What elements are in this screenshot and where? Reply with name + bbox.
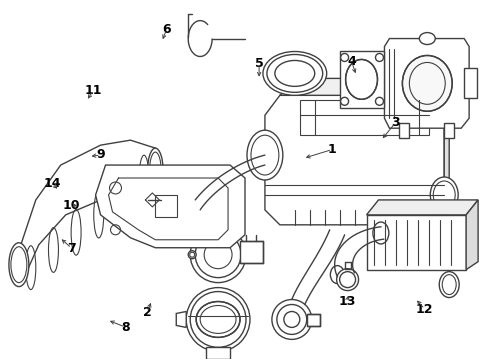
Text: 7: 7: [67, 242, 76, 255]
Text: 10: 10: [62, 199, 80, 212]
Bar: [155, 195, 177, 217]
Text: 6: 6: [162, 23, 170, 36]
Polygon shape: [206, 347, 229, 359]
Polygon shape: [240, 241, 263, 263]
Text: 13: 13: [337, 296, 355, 309]
Ellipse shape: [263, 51, 326, 95]
Polygon shape: [306, 315, 319, 327]
Text: 14: 14: [43, 177, 61, 190]
Polygon shape: [428, 95, 448, 225]
Polygon shape: [176, 311, 186, 328]
Circle shape: [340, 54, 348, 62]
Circle shape: [188, 251, 196, 259]
Polygon shape: [465, 200, 477, 270]
Circle shape: [336, 269, 358, 291]
Circle shape: [375, 54, 383, 62]
Polygon shape: [384, 39, 468, 128]
Polygon shape: [463, 68, 476, 98]
Ellipse shape: [330, 266, 344, 284]
Polygon shape: [366, 215, 465, 270]
Text: 2: 2: [142, 306, 151, 319]
Polygon shape: [95, 165, 244, 248]
Text: 3: 3: [390, 116, 399, 129]
Ellipse shape: [196, 302, 240, 337]
Circle shape: [271, 300, 311, 339]
Ellipse shape: [429, 177, 457, 213]
Circle shape: [186, 288, 249, 351]
Ellipse shape: [419, 32, 434, 45]
Polygon shape: [21, 140, 155, 285]
Text: 5: 5: [254, 57, 263, 70]
Circle shape: [190, 227, 245, 283]
Ellipse shape: [246, 130, 282, 180]
Ellipse shape: [147, 148, 163, 196]
Polygon shape: [264, 95, 443, 225]
Text: 11: 11: [84, 84, 102, 97]
Polygon shape: [443, 123, 453, 138]
Ellipse shape: [9, 243, 29, 287]
Text: 8: 8: [121, 320, 129, 333]
Text: 9: 9: [96, 148, 105, 161]
Text: 1: 1: [327, 143, 336, 156]
Bar: [299, 100, 428, 135]
Ellipse shape: [438, 272, 458, 298]
Polygon shape: [279, 78, 448, 95]
Polygon shape: [399, 123, 408, 138]
Polygon shape: [339, 50, 384, 108]
Ellipse shape: [402, 55, 451, 111]
Text: 12: 12: [415, 303, 432, 316]
Text: 4: 4: [346, 55, 355, 68]
Circle shape: [340, 97, 348, 105]
Polygon shape: [366, 200, 477, 215]
Ellipse shape: [372, 222, 388, 244]
Ellipse shape: [345, 59, 377, 99]
Ellipse shape: [161, 187, 195, 213]
Circle shape: [375, 97, 383, 105]
